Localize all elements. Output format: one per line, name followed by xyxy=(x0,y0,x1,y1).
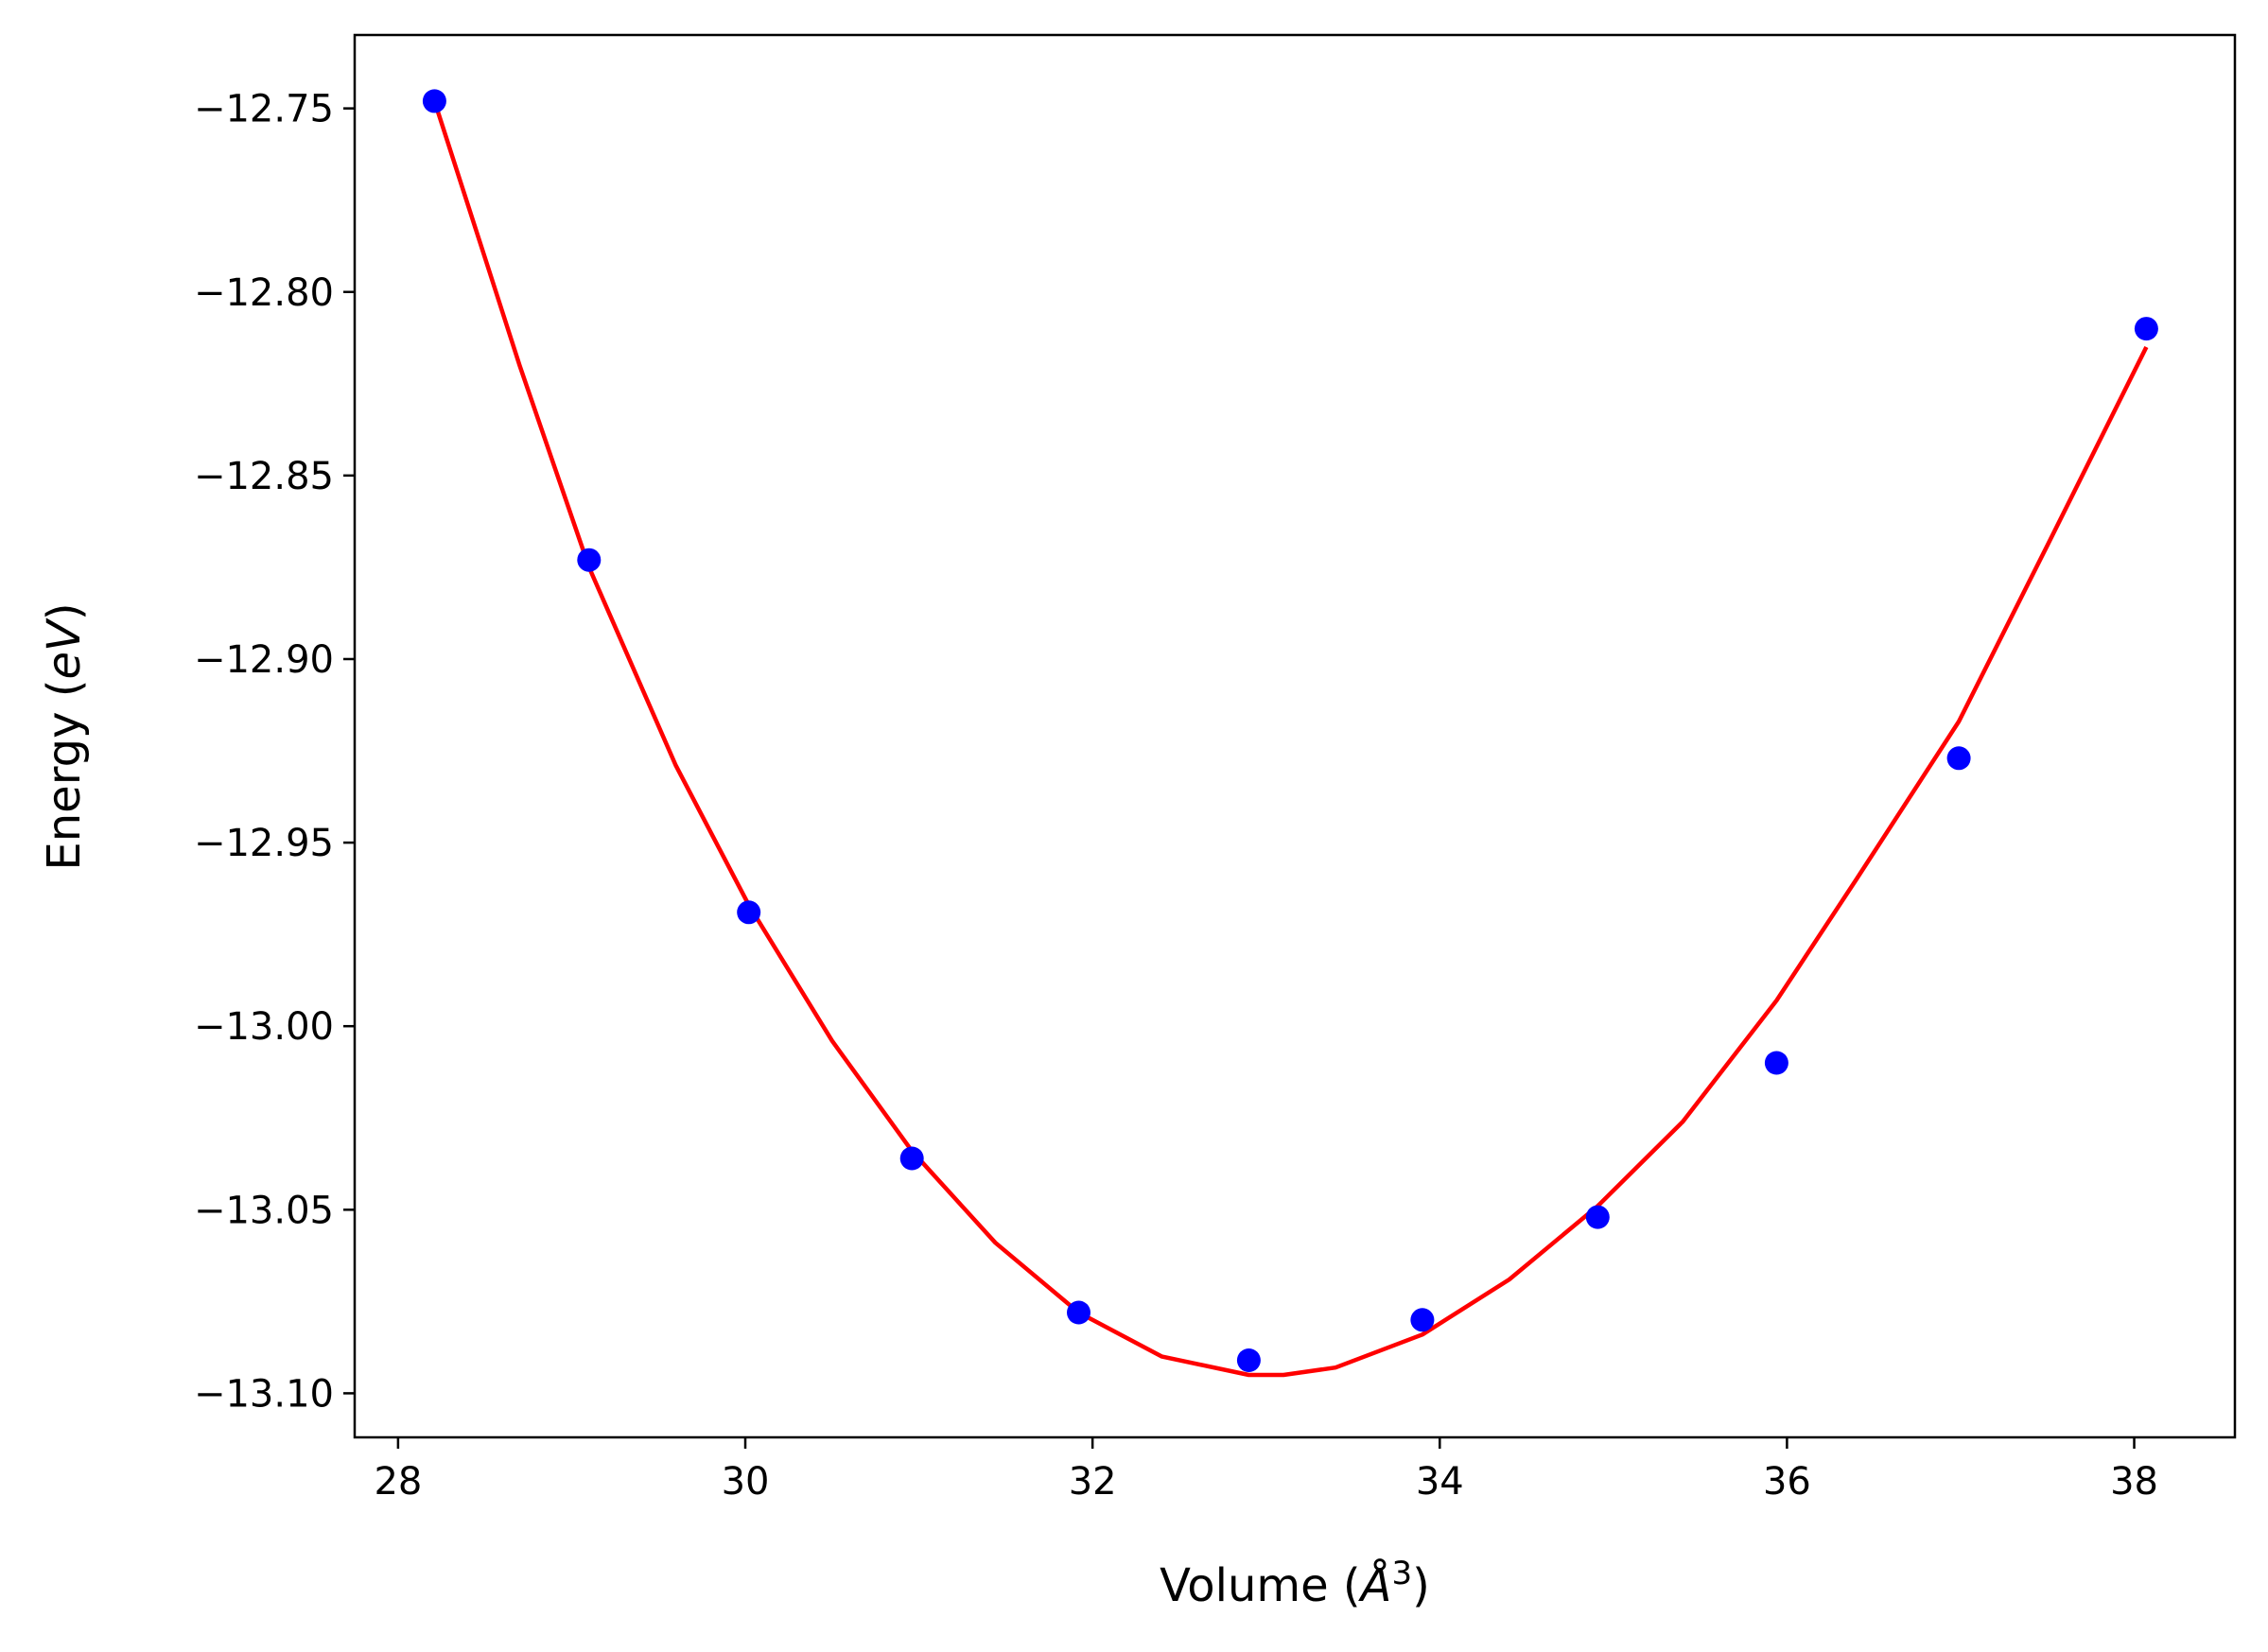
x-tick-label: 32 xyxy=(1069,1460,1117,1504)
data-point xyxy=(422,89,446,113)
x-axis-label-variable: Å xyxy=(1358,1558,1392,1612)
fit-curve-layer xyxy=(432,100,2149,1378)
data-points-layer xyxy=(422,89,2158,1372)
data-point xyxy=(1764,1051,1788,1075)
y-tick-label: −12.95 xyxy=(194,822,334,865)
plot-frame xyxy=(353,33,2237,1439)
y-tick-label: −13.10 xyxy=(194,1372,334,1416)
data-point xyxy=(577,548,602,572)
y-axis-label-prefix: Energy ( xyxy=(38,680,91,871)
data-point xyxy=(2134,317,2158,341)
x-tick-label: 28 xyxy=(374,1460,422,1504)
x-axis-label-superscript: 3 xyxy=(1391,1555,1412,1592)
y-tick-label: −12.90 xyxy=(194,638,334,682)
y-axis-ticks: −12.75 −12.80 −12.85 −12.90 −12.95 −13.00 −13.… xyxy=(194,88,355,1416)
x-tick-label: 34 xyxy=(1416,1460,1464,1504)
x-axis-ticks: 28 30 32 34 36 38 xyxy=(374,1437,2158,1504)
data-point xyxy=(1236,1348,1261,1372)
fit-curve xyxy=(432,100,2149,1378)
y-axis-label-variable: eV xyxy=(38,617,91,680)
y-axis-label-suffix: ) xyxy=(38,602,91,620)
y-tick-label: −12.85 xyxy=(194,455,334,498)
data-point xyxy=(1067,1300,1090,1325)
x-tick-label: 36 xyxy=(1763,1460,1811,1504)
x-axis-label: Volume (Å3) xyxy=(1160,1555,1430,1612)
y-tick-label: −12.75 xyxy=(194,88,334,131)
data-point xyxy=(1585,1205,1610,1229)
x-axis-label-prefix: Volume ( xyxy=(1160,1559,1361,1612)
data-point xyxy=(899,1146,924,1171)
data-point xyxy=(737,900,761,925)
data-point xyxy=(1946,746,1971,771)
y-tick-label: −12.80 xyxy=(194,271,334,315)
data-point xyxy=(1410,1308,1435,1332)
y-tick-label: −13.05 xyxy=(194,1189,334,1232)
y-axis-label: Energy (eV) xyxy=(38,602,91,870)
x-tick-label: 30 xyxy=(722,1460,770,1504)
y-tick-label: −13.00 xyxy=(194,1005,334,1049)
x-tick-label: 38 xyxy=(2110,1460,2158,1504)
x-axis-label-suffix: ) xyxy=(1412,1559,1430,1612)
